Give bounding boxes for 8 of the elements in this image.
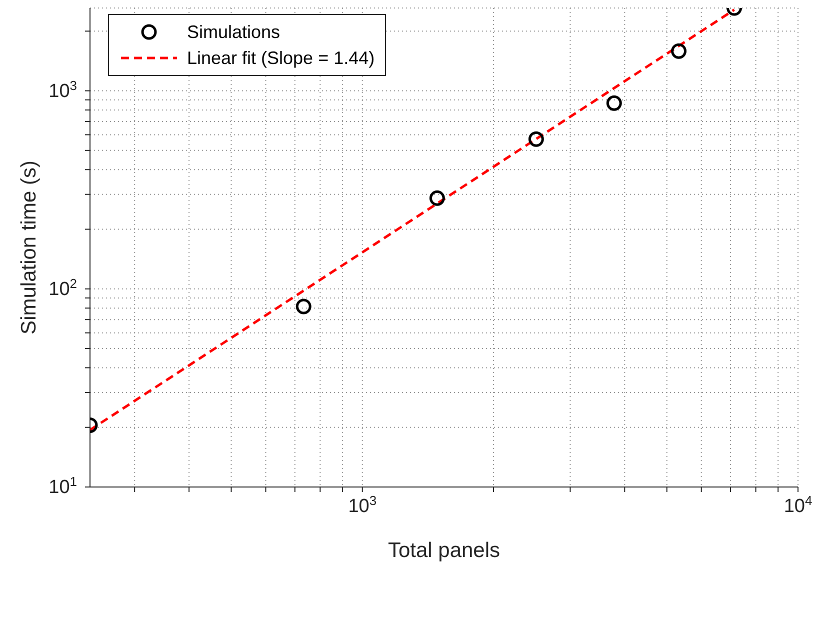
x-tick-label: 10$^{4}$ bbox=[784, 492, 812, 517]
y-tick-label: 10$^{2}$ bbox=[48, 275, 77, 300]
legend-label: Simulations bbox=[187, 22, 280, 42]
y-tick-label: 10$^{3}$ bbox=[48, 77, 77, 102]
y-tick-label: 10$^{1}$ bbox=[48, 474, 77, 498]
x-axis-title: Total panels bbox=[388, 539, 500, 562]
y-axis-title: Simulation time (s) bbox=[17, 160, 40, 334]
legend-label: Linear fit (Slope = 1.44) bbox=[187, 48, 375, 68]
